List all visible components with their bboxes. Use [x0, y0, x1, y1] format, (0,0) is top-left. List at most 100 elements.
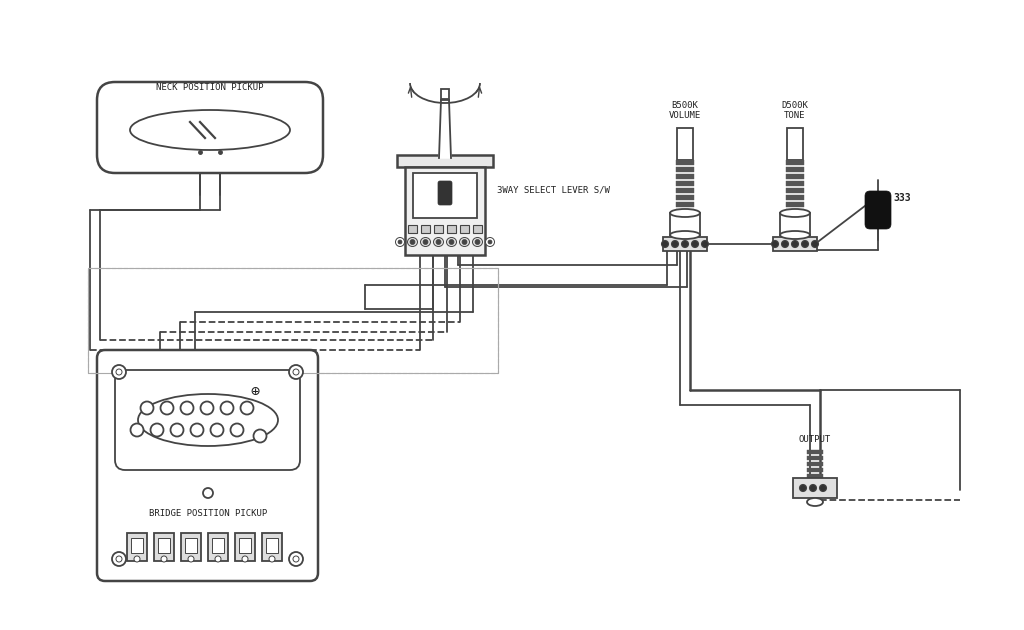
Ellipse shape [289, 365, 303, 379]
Ellipse shape [423, 239, 428, 244]
Bar [807, 462, 823, 466]
Bar [807, 456, 823, 460]
Bar [676, 195, 694, 200]
Bar [663, 237, 707, 251]
Ellipse shape [446, 238, 457, 246]
Ellipse shape [116, 556, 122, 562]
Bar [807, 474, 823, 478]
Bar [421, 225, 430, 233]
Bar [670, 213, 700, 235]
FancyBboxPatch shape [438, 181, 452, 205]
Ellipse shape [701, 241, 709, 248]
Bar [676, 216, 694, 221]
Ellipse shape [220, 401, 233, 415]
Ellipse shape [293, 369, 299, 375]
Ellipse shape [230, 423, 244, 437]
Ellipse shape [293, 556, 299, 562]
Ellipse shape [161, 556, 167, 562]
Bar [786, 174, 804, 179]
Text: D500K
TONE: D500K TONE [781, 101, 808, 120]
Bar [787, 128, 803, 160]
Bar [262, 533, 282, 561]
Ellipse shape [180, 401, 194, 415]
Ellipse shape [800, 484, 807, 491]
Bar [786, 216, 804, 221]
Ellipse shape [140, 401, 154, 415]
Ellipse shape [112, 365, 126, 379]
Ellipse shape [269, 556, 275, 562]
Ellipse shape [771, 241, 778, 248]
Ellipse shape [203, 488, 213, 498]
Ellipse shape [112, 552, 126, 566]
Bar [786, 181, 804, 186]
FancyBboxPatch shape [865, 191, 891, 229]
Bar [786, 209, 804, 214]
Ellipse shape [211, 423, 223, 437]
Ellipse shape [472, 238, 482, 246]
FancyBboxPatch shape [115, 370, 300, 470]
Bar [780, 213, 810, 235]
Ellipse shape [151, 423, 164, 437]
Text: BRIDGE POSITION PICKUP: BRIDGE POSITION PICKUP [148, 508, 267, 517]
Bar [676, 188, 694, 193]
Ellipse shape [682, 241, 688, 248]
Bar [807, 450, 823, 454]
Bar [677, 128, 693, 160]
Ellipse shape [670, 231, 700, 239]
Ellipse shape [130, 110, 290, 150]
Bar [239, 538, 251, 553]
Ellipse shape [802, 241, 809, 248]
Bar [676, 181, 694, 186]
Bar [434, 225, 443, 233]
Bar [773, 237, 817, 251]
Text: 3WAY SELECT LEVER S/W: 3WAY SELECT LEVER S/W [497, 185, 610, 195]
Ellipse shape [449, 239, 454, 244]
FancyBboxPatch shape [97, 350, 318, 581]
Polygon shape [439, 100, 451, 158]
Bar [676, 167, 694, 172]
Bar [786, 188, 804, 193]
Ellipse shape [807, 498, 823, 506]
Bar [185, 538, 197, 553]
Ellipse shape [792, 241, 799, 248]
Bar [676, 209, 694, 214]
Bar [786, 195, 804, 200]
Bar [447, 225, 456, 233]
Bar [131, 538, 143, 553]
Ellipse shape [241, 401, 254, 415]
Bar [397, 155, 493, 167]
Bar [88, 268, 498, 373]
Bar [676, 202, 694, 207]
Ellipse shape [780, 209, 810, 217]
Bar [266, 538, 278, 553]
Ellipse shape [433, 238, 443, 246]
Ellipse shape [398, 240, 402, 244]
Bar [181, 533, 201, 561]
Bar [676, 174, 694, 179]
Ellipse shape [171, 423, 183, 437]
Bar [676, 160, 694, 165]
Ellipse shape [460, 238, 469, 246]
Bar [786, 167, 804, 172]
Ellipse shape [691, 241, 698, 248]
Bar [786, 202, 804, 207]
Text: OUTPUT: OUTPUT [799, 435, 831, 445]
Bar [793, 478, 837, 498]
Ellipse shape [395, 238, 404, 246]
Bar [154, 533, 174, 561]
Ellipse shape [421, 238, 430, 246]
Ellipse shape [410, 239, 415, 244]
Ellipse shape [780, 231, 810, 239]
Ellipse shape [190, 423, 204, 437]
Text: ⊕: ⊕ [251, 384, 259, 399]
Bar [127, 533, 147, 561]
Ellipse shape [408, 238, 418, 246]
Ellipse shape [462, 239, 467, 244]
Ellipse shape [488, 240, 492, 244]
Ellipse shape [161, 401, 173, 415]
Bar [786, 160, 804, 165]
Ellipse shape [134, 556, 140, 562]
Ellipse shape [811, 241, 818, 248]
Bar [208, 533, 228, 561]
Ellipse shape [254, 430, 266, 442]
